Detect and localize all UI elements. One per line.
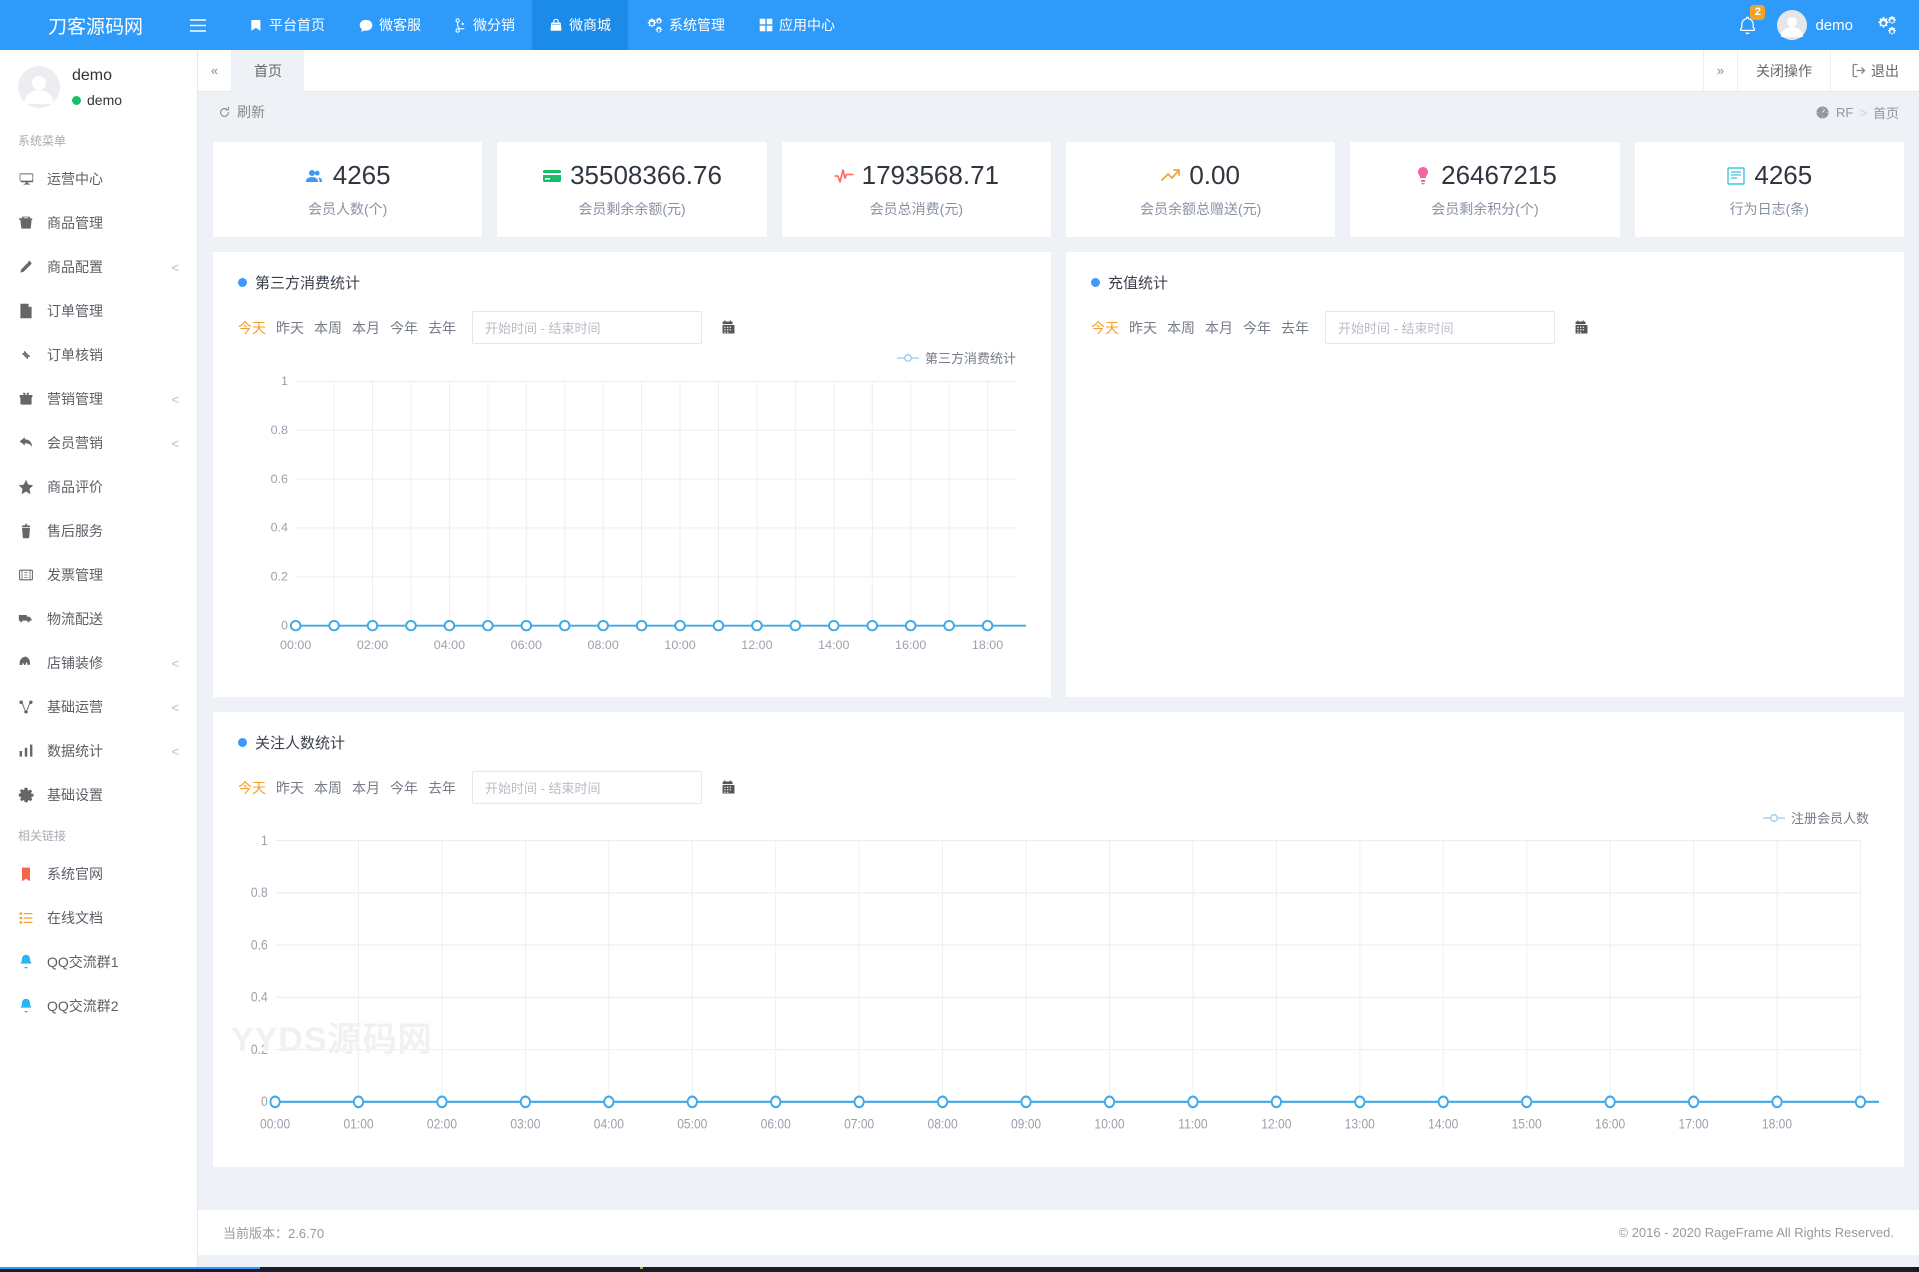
svg-text:04:00: 04:00 bbox=[434, 638, 465, 652]
svg-text:0: 0 bbox=[261, 1093, 268, 1109]
svg-text:02:00: 02:00 bbox=[427, 1116, 457, 1132]
svg-text:10:00: 10:00 bbox=[664, 638, 695, 652]
svg-text:09:00: 09:00 bbox=[1011, 1116, 1041, 1132]
svg-text:14:00: 14:00 bbox=[1428, 1116, 1458, 1132]
svg-text:1: 1 bbox=[281, 374, 288, 388]
svg-text:10:00: 10:00 bbox=[1094, 1116, 1124, 1132]
svg-text:14:00: 14:00 bbox=[818, 638, 849, 652]
svg-text:00:00: 00:00 bbox=[280, 638, 311, 652]
svg-text:06:00: 06:00 bbox=[761, 1116, 791, 1132]
svg-text:00:00: 00:00 bbox=[260, 1116, 290, 1132]
svg-text:02:00: 02:00 bbox=[357, 638, 388, 652]
svg-text:0: 0 bbox=[281, 619, 288, 633]
svg-text:11:00: 11:00 bbox=[1178, 1116, 1207, 1132]
svg-text:0.6: 0.6 bbox=[271, 472, 288, 486]
svg-text:13:00: 13:00 bbox=[1345, 1116, 1375, 1132]
svg-text:18:00: 18:00 bbox=[1762, 1116, 1792, 1132]
svg-text:0.6: 0.6 bbox=[251, 937, 268, 953]
svg-text:01:00: 01:00 bbox=[343, 1116, 373, 1132]
svg-text:16:00: 16:00 bbox=[895, 638, 926, 652]
svg-text:06:00: 06:00 bbox=[511, 638, 542, 652]
svg-text:15:00: 15:00 bbox=[1512, 1116, 1542, 1132]
svg-text:0.4: 0.4 bbox=[251, 989, 268, 1005]
svg-text:08:00: 08:00 bbox=[588, 638, 619, 652]
svg-text:0.4: 0.4 bbox=[271, 521, 288, 535]
svg-text:0.8: 0.8 bbox=[251, 884, 268, 900]
svg-text:04:00: 04:00 bbox=[594, 1116, 624, 1132]
svg-text:0.2: 0.2 bbox=[271, 570, 288, 584]
svg-text:1: 1 bbox=[261, 832, 268, 848]
svg-text:12:00: 12:00 bbox=[741, 638, 772, 652]
svg-text:12:00: 12:00 bbox=[1261, 1116, 1291, 1132]
svg-text:03:00: 03:00 bbox=[510, 1116, 540, 1132]
svg-text:08:00: 08:00 bbox=[928, 1116, 958, 1132]
svg-text:17:00: 17:00 bbox=[1679, 1116, 1709, 1132]
svg-text:0.8: 0.8 bbox=[271, 423, 288, 437]
svg-text:07:00: 07:00 bbox=[844, 1116, 874, 1132]
svg-text:16:00: 16:00 bbox=[1595, 1116, 1625, 1132]
svg-text:05:00: 05:00 bbox=[677, 1116, 707, 1132]
svg-text:18:00: 18:00 bbox=[972, 638, 1003, 652]
